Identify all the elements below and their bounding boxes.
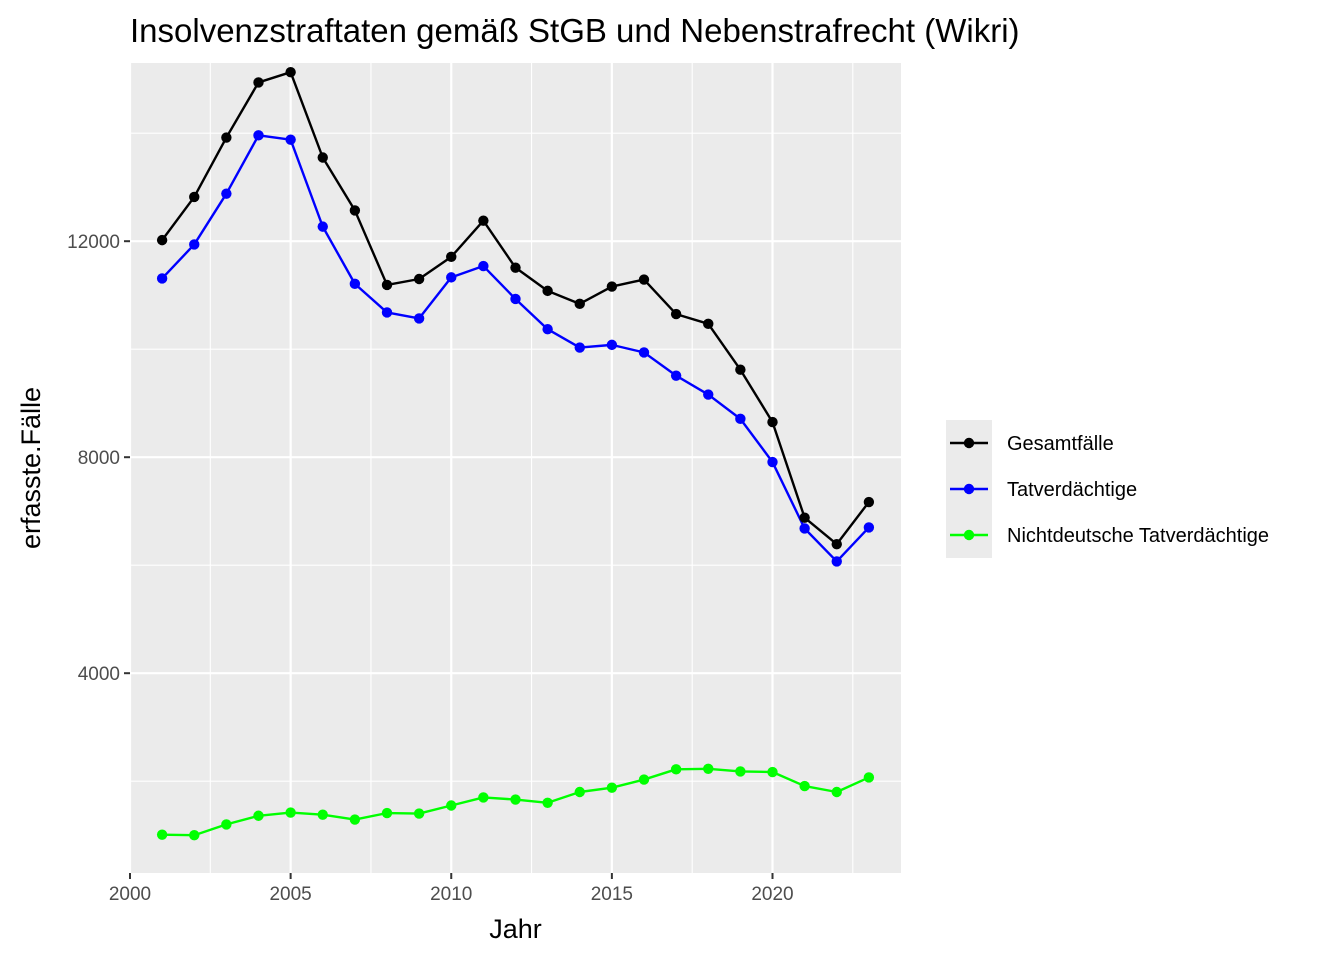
- data-point: [703, 763, 714, 774]
- data-point: [381, 279, 393, 291]
- data-point: [831, 538, 842, 550]
- data-point: [831, 786, 842, 798]
- data-point: [413, 808, 425, 819]
- data-point: [670, 308, 682, 320]
- x-tick-label: 2020: [751, 884, 793, 905]
- data-point: [317, 221, 328, 232]
- grid: [128, 63, 901, 873]
- data-point: [189, 830, 200, 841]
- data-point: [606, 281, 618, 292]
- data-point: [638, 274, 650, 285]
- data-point: [446, 272, 457, 283]
- data-point: [317, 152, 328, 163]
- data-point: [478, 260, 489, 272]
- data-point: [767, 416, 778, 428]
- data-point: [349, 278, 361, 290]
- data-point: [253, 810, 264, 821]
- data-point: [703, 318, 714, 330]
- data-point: [638, 774, 650, 785]
- y-tick-label: 12000: [67, 232, 120, 253]
- data-point: [349, 814, 361, 825]
- data-point: [381, 307, 393, 318]
- data-point: [767, 766, 778, 778]
- data-point: [735, 766, 746, 777]
- data-point: [221, 132, 232, 143]
- x-tick-label: 2015: [591, 884, 633, 905]
- data-point: [703, 389, 714, 400]
- data-point: [189, 191, 200, 203]
- y-axis-title: erfasste.Fälle: [16, 387, 46, 549]
- data-point: [767, 456, 778, 468]
- data-point: [542, 324, 553, 335]
- legend-key-point: [963, 483, 975, 495]
- legend-label: Tatverdächtige: [1007, 479, 1137, 501]
- data-point: [413, 313, 425, 324]
- data-point: [156, 234, 168, 246]
- data-point: [542, 797, 553, 808]
- data-point: [446, 800, 457, 811]
- data-point: [510, 794, 521, 805]
- legend-key-point: [963, 529, 975, 541]
- y-tick-label: 8000: [78, 448, 120, 469]
- data-point: [606, 339, 618, 351]
- data-point: [285, 807, 296, 818]
- plot-panel: [130, 63, 901, 873]
- data-point: [510, 262, 521, 273]
- data-point: [189, 239, 200, 250]
- data-point: [863, 522, 875, 533]
- data-point: [478, 792, 489, 803]
- y-tick-label: 4000: [78, 664, 120, 685]
- data-point: [253, 77, 264, 88]
- data-point: [413, 273, 425, 285]
- data-point: [349, 205, 361, 216]
- data-point: [606, 782, 618, 793]
- data-point: [863, 496, 875, 508]
- data-point: [285, 66, 296, 78]
- data-point: [221, 819, 232, 830]
- y-axis: 4000 8000 12000: [67, 232, 130, 685]
- data-point: [574, 786, 585, 798]
- series-points: [156, 66, 875, 841]
- data-point: [446, 251, 457, 263]
- data-point: [156, 829, 168, 840]
- legend: Gesamtfälle Tatverdächtige Nichtdeutsche T…: [946, 420, 1269, 558]
- legend-key-point: [963, 437, 975, 449]
- data-point: [542, 285, 553, 297]
- x-axis-title: Jahr: [489, 914, 542, 944]
- data-point: [285, 134, 296, 145]
- data-point: [156, 273, 168, 284]
- data-point: [478, 215, 489, 226]
- legend-label: Gesamtfälle: [1007, 433, 1114, 455]
- data-point: [221, 188, 232, 199]
- data-point: [799, 780, 810, 792]
- data-point: [799, 512, 810, 523]
- legend-label: Nichtdeutsche Tatverdächtige: [1007, 525, 1269, 547]
- chart-title: Insolvenzstraftaten gemäß StGB und Neben…: [130, 12, 1020, 49]
- data-point: [735, 413, 746, 425]
- x-tick-label: 2010: [430, 884, 472, 905]
- data-point: [670, 370, 682, 381]
- data-point: [574, 298, 585, 310]
- data-point: [831, 556, 842, 567]
- data-point: [381, 807, 393, 819]
- data-point: [670, 764, 682, 775]
- data-point: [735, 364, 746, 375]
- x-tick-label: 2005: [269, 884, 311, 905]
- data-point: [799, 523, 810, 534]
- data-point: [574, 342, 585, 353]
- data-point: [317, 809, 328, 820]
- data-point: [253, 130, 264, 141]
- data-point: [863, 772, 875, 783]
- data-point: [638, 347, 650, 358]
- x-axis: 2000 2005 2010 2015 2020: [109, 873, 794, 905]
- data-point: [510, 293, 521, 305]
- x-tick-label: 2000: [109, 884, 151, 905]
